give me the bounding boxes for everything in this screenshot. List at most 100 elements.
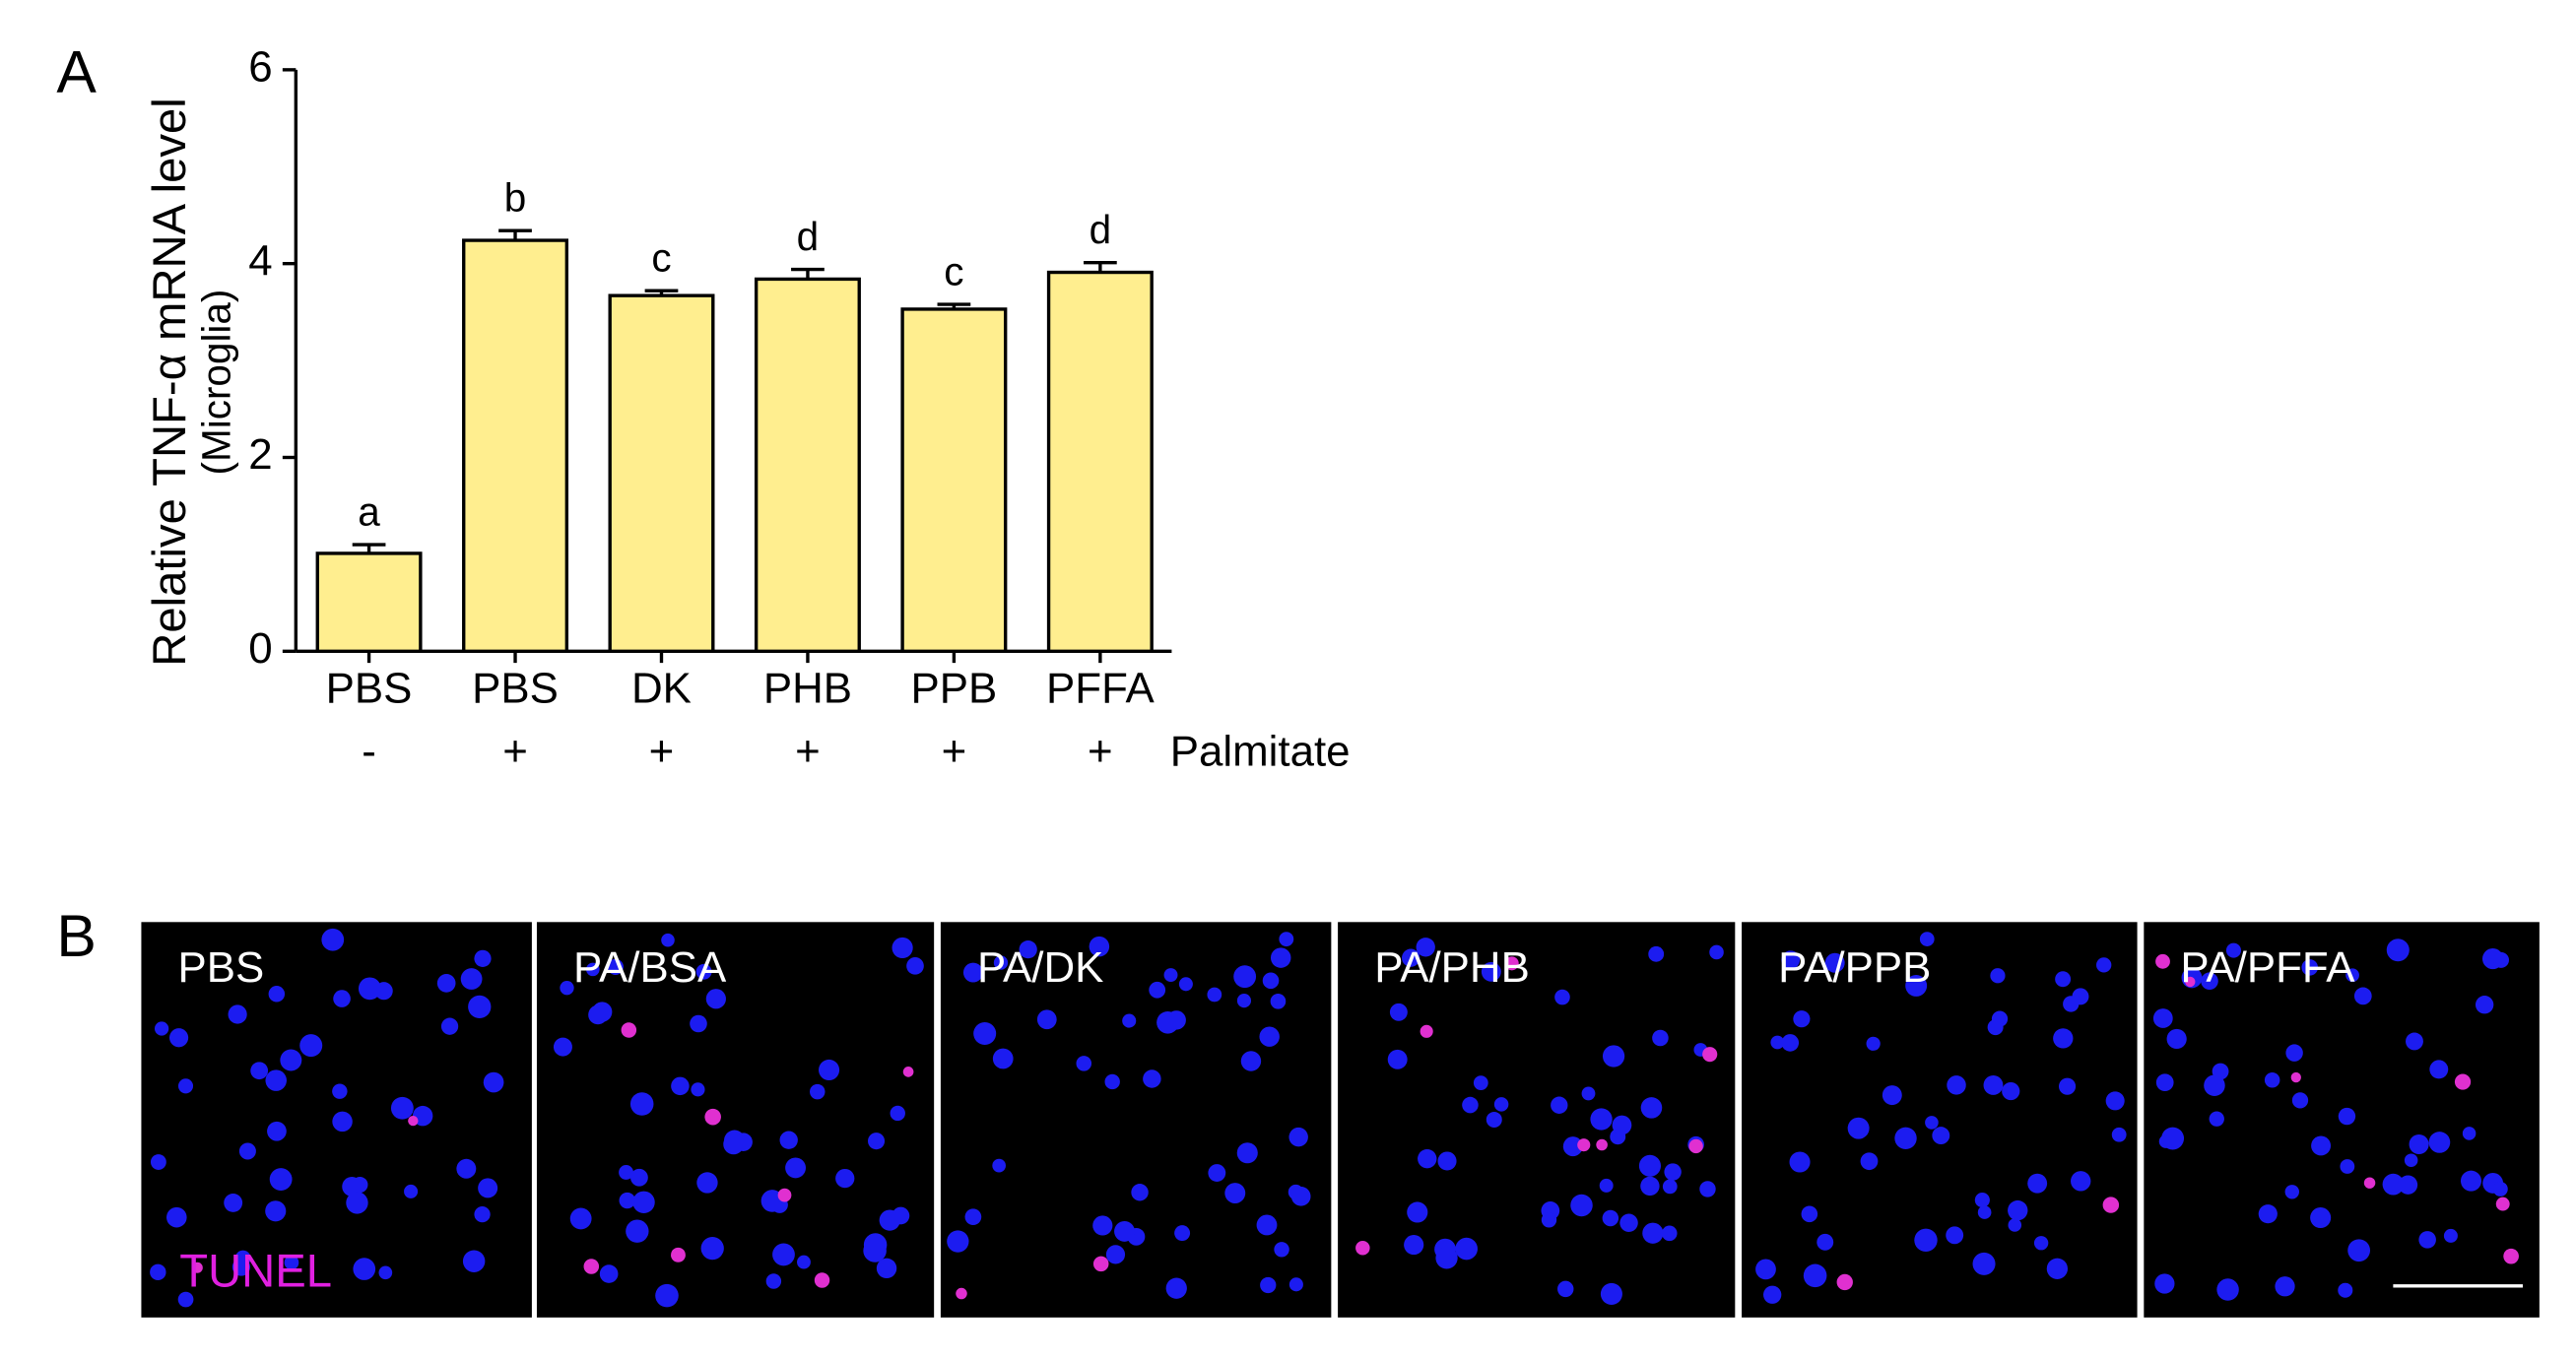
nucleus (1092, 1215, 1113, 1236)
nucleus (474, 1205, 491, 1223)
nucleus (1437, 1151, 1457, 1171)
bar (754, 277, 861, 654)
nucleus (1914, 1228, 1938, 1253)
nucleus (700, 1236, 724, 1261)
nucleus (2055, 971, 2072, 988)
nucleus (2204, 1074, 2225, 1096)
nucleus (2284, 1185, 2299, 1199)
tunel-spot (583, 1259, 600, 1274)
nucleus (177, 1291, 194, 1308)
nucleus (1122, 1013, 1137, 1028)
nucleus (607, 958, 624, 976)
nucleus (352, 1176, 368, 1194)
y-axis-label: Relative TNF-α mRNA level (144, 97, 196, 666)
nucleus (2008, 1199, 2028, 1221)
nucleus (1387, 1049, 1408, 1069)
nucleus (1793, 1010, 1811, 1028)
micrograph: PA/PHB (1338, 922, 1736, 1318)
nucleus (299, 1034, 323, 1058)
nucleus (1803, 1263, 1827, 1288)
nucleus (2209, 1111, 2224, 1127)
nucleus (863, 1233, 888, 1257)
nucleus (1652, 1029, 1669, 1047)
nucleus (154, 1021, 169, 1036)
nucleus (835, 1168, 855, 1189)
nucleus (2285, 1044, 2303, 1062)
tunel-spot (2185, 976, 2196, 988)
nucleus (1270, 947, 1291, 968)
error-bar (1083, 261, 1117, 273)
nucleus (1551, 1096, 1568, 1114)
significance-letter: c (944, 248, 963, 293)
palmitate-sign: + (502, 728, 528, 776)
y-tick-label: 4 (248, 236, 272, 285)
nucleus (1894, 1127, 1917, 1149)
nucleus (2258, 1204, 2278, 1224)
nucleus (1932, 1127, 1950, 1145)
nucleus (234, 1250, 251, 1266)
nucleus (265, 1069, 287, 1091)
micrograph: PA/BSA (536, 922, 935, 1318)
nucleus (268, 986, 286, 1003)
bar (1046, 270, 1154, 654)
nucleus (1972, 1252, 1996, 1275)
palmitate-sign: + (942, 728, 967, 776)
tunel-spot (408, 1115, 419, 1127)
nucleus (765, 1273, 782, 1289)
nucleus (1105, 1245, 1126, 1264)
nucleus (2275, 1276, 2295, 1297)
significance-letter: c (651, 235, 671, 281)
nucleus (1801, 1205, 1818, 1223)
nucleus (1166, 1010, 1186, 1030)
nucleus (1233, 965, 1257, 989)
nucleus (2058, 1077, 2077, 1095)
bar (462, 238, 569, 654)
panel-label: B (56, 902, 97, 969)
nucleus (964, 1208, 982, 1226)
nucleus (1974, 1193, 1990, 1208)
nucleus (1274, 1242, 1289, 1258)
y-axis-title: Relative TNF-α mRNA level (Microglia) (144, 97, 238, 666)
nucleus (1562, 1136, 1583, 1157)
micrograph-label: PA/BSA (573, 943, 727, 992)
nucleus (1816, 1233, 1834, 1251)
tunel-spot (671, 1247, 686, 1262)
nucleus (177, 1078, 194, 1094)
nucleus (353, 1258, 376, 1280)
micrograph: PA/DK (940, 922, 1332, 1318)
error-bar (791, 267, 825, 280)
nucleus (2071, 1171, 2091, 1192)
nucleus (906, 957, 924, 975)
nucleus (1925, 1116, 1939, 1130)
nucleus (973, 1022, 997, 1046)
nucleus (1131, 1184, 1149, 1201)
nucleus (2475, 996, 2494, 1014)
significance-letter: d (797, 214, 820, 259)
x-tick-label: PBS (326, 664, 413, 712)
error-bar (937, 302, 971, 309)
nucleus (280, 1049, 302, 1071)
nucleus (1664, 1163, 1682, 1181)
nucleus (2154, 1273, 2175, 1294)
nucleus (250, 1062, 269, 1080)
nucleus (772, 1243, 795, 1266)
nucleus (992, 1158, 1006, 1173)
nucleus (265, 1200, 287, 1222)
nucleus (1240, 1051, 1262, 1071)
nucleus (1163, 968, 1178, 983)
nucleus (1260, 1276, 1277, 1294)
nucleus (1076, 1056, 1092, 1071)
nucleus (1557, 1280, 1574, 1298)
tunel-spot (1577, 1138, 1591, 1152)
nucleus (1946, 1226, 1964, 1245)
micrograph-label: PBS (178, 943, 265, 992)
nucleus (2398, 1175, 2418, 1195)
nucleus (1699, 1181, 1716, 1197)
nucleus (629, 1168, 648, 1187)
nucleus (2158, 1134, 2173, 1148)
nucleus (1473, 1075, 1488, 1091)
nucleus (1279, 932, 1294, 947)
nucleus (1481, 961, 1501, 982)
nucleus (619, 1192, 635, 1209)
